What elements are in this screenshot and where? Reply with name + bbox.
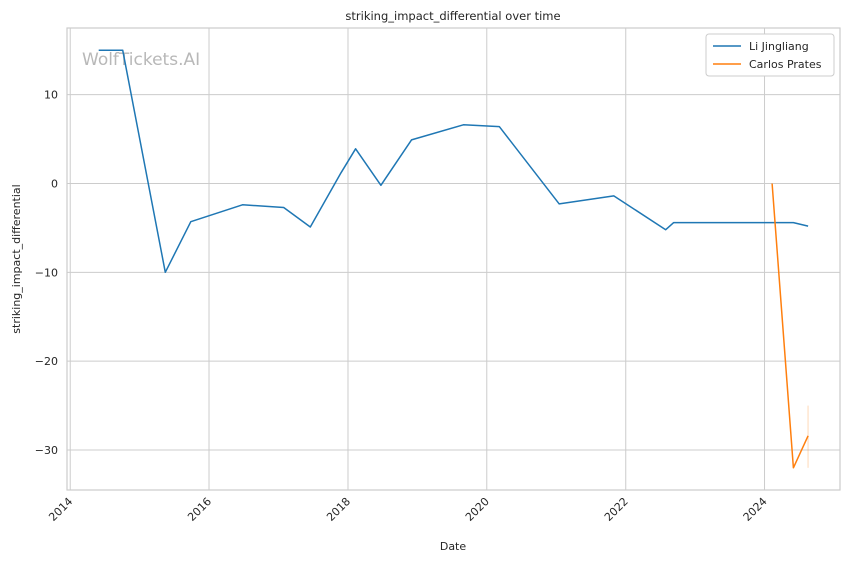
y-tick-label: 10 <box>44 89 58 102</box>
plot-frame <box>66 27 841 491</box>
legend-entry: Li Jingliang <box>749 40 809 53</box>
y-axis-label: striking_impact_differential <box>10 184 23 333</box>
grid-lines <box>67 28 840 490</box>
y-tick-label: −20 <box>35 355 58 368</box>
watermark: WolfTickets.AI <box>82 50 200 70</box>
y-axis-ticks: −30 −20 −10 0 10 <box>35 89 58 457</box>
legend-entry: Carlos Prates <box>749 58 822 71</box>
x-tick-label: 2014 <box>46 495 75 524</box>
y-tick-label: 0 <box>51 177 58 190</box>
x-axis-ticks: 2014 2016 2018 2020 2022 2024 <box>46 495 769 524</box>
x-axis-label: Date <box>440 540 467 553</box>
series-line-0 <box>98 49 809 274</box>
legend-box <box>705 33 835 77</box>
x-tick-label: 2022 <box>602 495 631 524</box>
x-tick-label: 2016 <box>185 495 214 524</box>
series-line-1 <box>771 183 809 469</box>
x-tick-label: 2020 <box>463 495 492 524</box>
legend: Li Jingliang Carlos Prates <box>705 33 835 77</box>
chart-title: striking_impact_differential over time <box>345 9 560 23</box>
x-tick-label: 2018 <box>324 495 353 524</box>
series-lines <box>98 49 809 469</box>
y-tick-label: −10 <box>35 266 58 279</box>
x-tick-label: 2024 <box>741 495 770 524</box>
y-tick-label: −30 <box>35 444 58 457</box>
